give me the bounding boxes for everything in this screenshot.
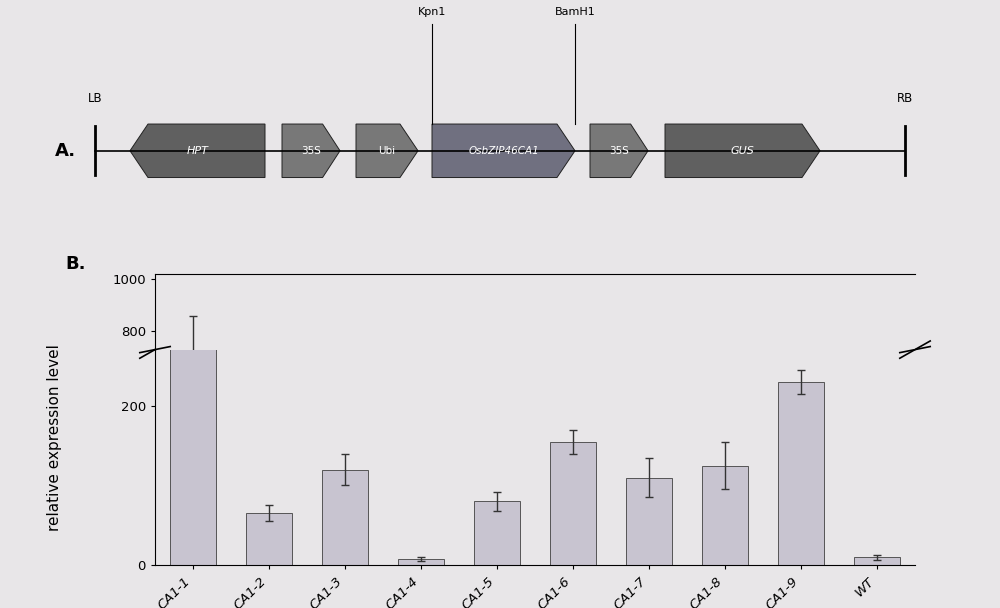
Bar bbox=[778, 481, 824, 541]
Bar bbox=[170, 0, 216, 565]
Bar bbox=[550, 500, 596, 541]
Polygon shape bbox=[356, 124, 418, 178]
Text: Ubi: Ubi bbox=[378, 146, 396, 156]
Bar bbox=[778, 382, 824, 565]
Bar bbox=[398, 539, 444, 541]
Bar bbox=[702, 508, 748, 541]
Bar bbox=[322, 469, 368, 565]
Bar bbox=[626, 512, 672, 541]
Polygon shape bbox=[282, 124, 340, 178]
Bar bbox=[702, 466, 748, 565]
Text: OsbZIP46CA1: OsbZIP46CA1 bbox=[468, 146, 539, 156]
Text: GUS: GUS bbox=[731, 146, 754, 156]
Bar bbox=[854, 538, 900, 541]
Bar bbox=[474, 520, 520, 541]
Bar bbox=[626, 477, 672, 565]
Text: A.: A. bbox=[55, 142, 76, 160]
Bar bbox=[474, 502, 520, 565]
Text: HPT: HPT bbox=[187, 146, 208, 156]
Bar bbox=[854, 558, 900, 565]
Polygon shape bbox=[665, 124, 820, 178]
Bar bbox=[246, 524, 292, 541]
Bar bbox=[398, 559, 444, 565]
Bar bbox=[550, 441, 596, 565]
Text: RB: RB bbox=[897, 92, 913, 105]
Text: 35S: 35S bbox=[609, 146, 629, 156]
Text: relative expression level: relative expression level bbox=[47, 344, 63, 531]
Text: BamH1: BamH1 bbox=[555, 7, 595, 17]
Text: Kpn1: Kpn1 bbox=[418, 7, 446, 17]
Polygon shape bbox=[590, 124, 648, 178]
Text: LB: LB bbox=[88, 92, 102, 105]
Text: B.: B. bbox=[65, 255, 86, 274]
Polygon shape bbox=[130, 124, 265, 178]
Bar bbox=[322, 510, 368, 541]
Bar bbox=[246, 514, 292, 565]
Text: 35S: 35S bbox=[301, 146, 321, 156]
Bar bbox=[170, 350, 216, 541]
Polygon shape bbox=[432, 124, 575, 178]
